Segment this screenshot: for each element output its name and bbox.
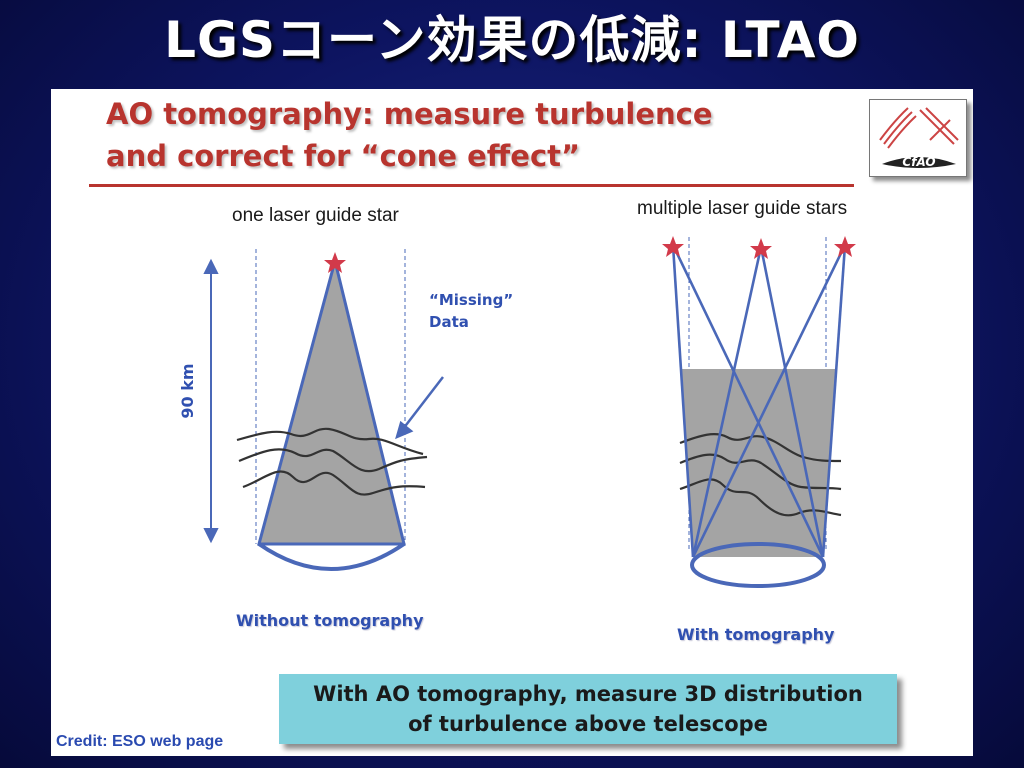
heading-line-1: AO tomography: measure turbulence — [106, 97, 713, 131]
laser-beams — [671, 244, 847, 558]
summary-line-1: With AO tomography, measure 3D distribut… — [313, 682, 863, 706]
guide-star-icon — [324, 252, 346, 273]
cfao-logo-icon: CfAO — [879, 107, 959, 169]
right-diagram-label: multiple laser guide stars — [637, 198, 848, 219]
missing-data-line-1: “Missing” — [429, 291, 514, 309]
left-diagram-label: one laser guide star — [232, 205, 399, 226]
content-panel: AO tomography: measure turbulence and co… — [51, 89, 973, 756]
missing-data-label: “Missing” Data — [429, 289, 513, 333]
height-arrow — [203, 258, 219, 544]
right-turbulence-layers — [679, 433, 842, 517]
right-telescope-mirror — [690, 542, 826, 588]
missing-data-line-2: Data — [429, 313, 469, 331]
left-caption: Without tomography — [236, 611, 424, 630]
credit-text: Credit: ESO web page — [56, 733, 224, 750]
height-label: 90 km — [178, 363, 197, 419]
logo-text: CfAO — [902, 155, 935, 169]
turbulence-layers — [236, 427, 428, 496]
telescope-mirror — [257, 542, 406, 571]
guide-star-3-icon — [834, 236, 856, 257]
right-caption: With tomography — [677, 625, 835, 644]
guide-star-1-icon — [662, 236, 684, 257]
heading-underline — [89, 184, 854, 187]
summary-line-2: of turbulence above telescope — [408, 712, 768, 736]
summary-box: With AO tomography, measure 3D distribut… — [279, 674, 897, 744]
right-diagram — [662, 236, 856, 588]
turbulence-volume — [680, 369, 836, 557]
heading-line-2: and correct for “cone effect” — [106, 139, 581, 173]
panel-heading: AO tomography: measure turbulence and co… — [106, 93, 713, 177]
slide-title: LGSコーン効果の低減: LTAO — [164, 11, 860, 69]
summary-text: With AO tomography, measure 3D distribut… — [313, 679, 863, 739]
guide-star-2-icon — [750, 238, 772, 259]
missing-data-arrow — [395, 376, 444, 440]
tomography-diagram — [203, 236, 856, 588]
laser-cone — [257, 260, 406, 546]
cfao-logo: CfAO — [869, 99, 967, 177]
left-diagram — [203, 249, 444, 571]
